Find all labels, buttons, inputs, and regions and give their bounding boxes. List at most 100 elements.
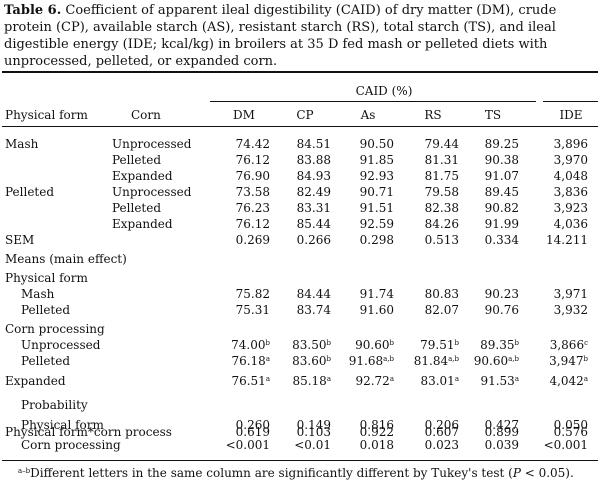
table-cell-rs: 80.83	[389, 287, 459, 301]
table-cell-ts: 91.99	[449, 217, 519, 231]
row-label: Physical form*corn process	[5, 425, 172, 439]
table-cell-ts: 89.45	[449, 185, 519, 199]
cell-value: 90.82	[484, 201, 519, 215]
table-cell-rs: 83.01a	[389, 374, 459, 388]
cell-value: 0.922	[359, 425, 394, 439]
table-cell-cp: 83.31	[261, 201, 331, 215]
significance-letter: a	[454, 375, 459, 383]
table-cell-dm: 0.269	[200, 233, 270, 247]
row-label: Probability	[21, 398, 88, 412]
table-label: Table 6.	[4, 3, 62, 18]
significance-letter: b	[326, 339, 331, 347]
significance-letter: a	[265, 375, 270, 383]
cell-value: 0.149	[296, 418, 331, 432]
cell-value: 91.07	[484, 169, 519, 183]
table-cell-as: 90.50	[324, 137, 394, 151]
cell-value: 81.31	[424, 153, 459, 167]
cell-value: 73.58	[235, 185, 270, 199]
cell-value: 84.44	[296, 287, 331, 301]
header-col-cp: CP	[296, 108, 314, 122]
table-cell-ts: 90.38	[449, 153, 519, 167]
cell-value: 4,036	[553, 217, 588, 231]
cell-value: 90.38	[484, 153, 519, 167]
significance-letter: b	[265, 339, 270, 347]
table-cell-cp: 84.44	[261, 287, 331, 301]
cell-value: 91.60	[359, 303, 394, 317]
cell-value: 75.82	[235, 287, 270, 301]
table-cell-as: 90.60b	[324, 338, 394, 352]
table-cell-ts: 89.35b	[449, 338, 519, 352]
table-cell-cp: 84.51	[261, 137, 331, 151]
row-label: Pelleted	[5, 185, 55, 199]
table-cell-rs: 82.38	[389, 201, 459, 215]
table-cell-dm: 76.23	[200, 201, 270, 215]
table-cell-dm: 74.42	[200, 137, 270, 151]
table-cell-rs: 0.513	[389, 233, 459, 247]
row-label: Physical form	[5, 271, 88, 285]
cell-value: 83.60	[292, 354, 327, 368]
table-cell-ide: 4,042a	[518, 374, 588, 388]
cell-value: 76.51	[231, 374, 266, 388]
significance-letter: c	[584, 339, 588, 347]
row-label: Means (main effect)	[5, 252, 127, 266]
cell-value: 74.00	[231, 338, 266, 352]
table-cell-cp: 83.60b	[261, 354, 331, 368]
header-col-ts: TS	[484, 108, 502, 122]
table-cell-ts: 90.82	[449, 201, 519, 215]
cell-value: 3,970	[553, 153, 588, 167]
table-cell-ide: 3,896	[518, 137, 588, 151]
table-cell-dm: <0.001	[200, 438, 270, 452]
cell-value: 83.50	[292, 338, 327, 352]
cell-value: 76.23	[235, 201, 270, 215]
significance-letter: b	[326, 355, 331, 363]
table-cell-cp: 83.74	[261, 303, 331, 317]
table-caption-text: Coefficient of apparent ileal digestibil…	[4, 3, 557, 69]
cell-value: 0.334	[484, 233, 519, 247]
table-cell-dm: 76.18a	[200, 354, 270, 368]
table-cell-ide: 4,036	[518, 217, 588, 231]
cell-value: 74.42	[235, 137, 270, 151]
table-cell-ide: 14.211	[518, 233, 588, 247]
table-cell-cp: 82.49	[261, 185, 331, 199]
significance-letter: a,b	[448, 355, 459, 363]
significance-letter: b	[389, 339, 394, 347]
header-col-dm: DM	[233, 108, 255, 122]
cell-value: 91.51	[359, 201, 394, 215]
cell-value: 79.44	[424, 137, 459, 151]
header-bottom-rule	[2, 126, 598, 127]
cell-value: <0.01	[294, 438, 331, 452]
table-cell-as: 0.922	[324, 425, 394, 439]
table-cell-as: 0.816	[324, 418, 394, 432]
cell-value: 83.74	[296, 303, 331, 317]
cell-value: 0.899	[484, 425, 519, 439]
table-cell-rs: 81.84a,b	[389, 354, 459, 368]
cell-value: 0.576	[553, 425, 588, 439]
cell-value: 3,947	[549, 354, 584, 368]
cell-value: 0.018	[359, 438, 394, 452]
table-cell-as: 92.72a	[324, 374, 394, 388]
table-cell-as: 0.298	[324, 233, 394, 247]
cell-value: <0.001	[225, 438, 270, 452]
cell-value: 92.93	[359, 169, 394, 183]
cell-value: 0.816	[359, 418, 394, 432]
table-cell-rs: 0.607	[389, 425, 459, 439]
row-label: Unprocessed	[21, 338, 101, 352]
cell-value: 0.266	[296, 233, 331, 247]
table-cell-ts: 0.334	[449, 233, 519, 247]
row-label: SEM	[5, 233, 35, 247]
cell-value: 90.23	[484, 287, 519, 301]
table-cell-as: 91.60	[324, 303, 394, 317]
row-corn-label: Pelleted	[112, 153, 162, 167]
cell-value: 90.60	[473, 354, 509, 368]
cell-value: 4,042	[549, 374, 584, 388]
table-cell-ide: 3,923	[518, 201, 588, 215]
table-cell-ide: 3,932	[518, 303, 588, 317]
table-cell-dm: 73.58	[200, 185, 270, 199]
cell-value: 76.18	[231, 354, 266, 368]
footnote: a–bDifferent letters in the same column …	[18, 466, 574, 480]
header-col-rs: RS	[424, 108, 442, 122]
table-cell-ts: 91.07	[449, 169, 519, 183]
table-cell-as: 91.68a,b	[324, 354, 394, 368]
table-cell-as: 90.71	[324, 185, 394, 199]
table-caption: Table 6. Coefficient of apparent ileal d…	[4, 2, 594, 70]
